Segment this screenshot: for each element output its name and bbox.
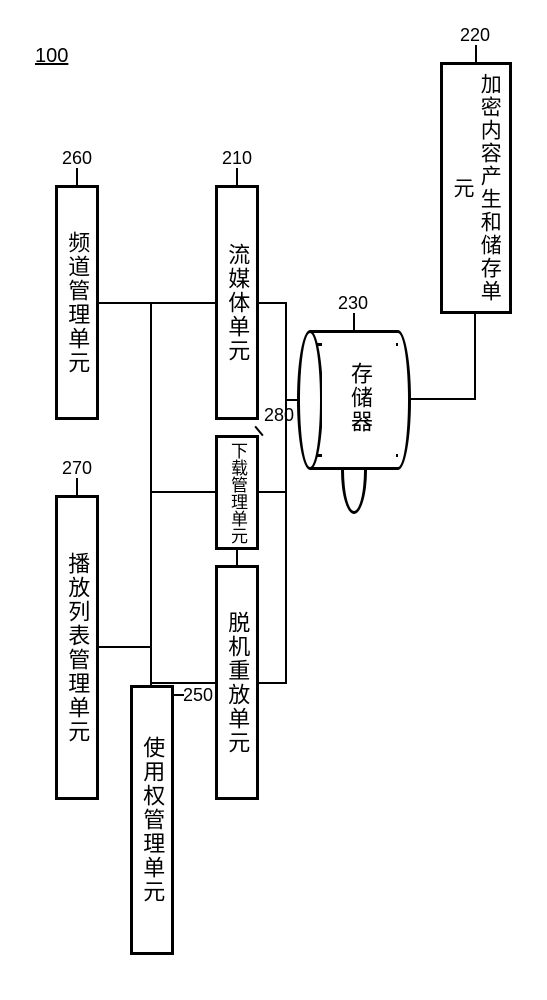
- node-offline-replay-unit: 脱机重放单元: [215, 565, 259, 800]
- cyl-top-line: [310, 330, 398, 333]
- figure-number: 100: [35, 45, 68, 68]
- node-label: 使用权管理单元: [138, 736, 167, 904]
- node-encrypt-store-unit: 加密内容产生和储存单元: [440, 62, 512, 314]
- node-label: 播放列表管理单元: [63, 552, 92, 744]
- node-label: 频道管理单元: [63, 231, 92, 375]
- ref-270: 270: [62, 458, 92, 479]
- edge-210-bus: [150, 302, 215, 304]
- node-label: 下载管理单元: [226, 442, 248, 544]
- ref-lead: [236, 548, 238, 565]
- ref-230: 230: [338, 293, 368, 314]
- node-rights-mgmt-unit: 使用权管理单元: [130, 685, 174, 955]
- edge-230-vtrunk: [285, 302, 287, 684]
- edge-280-bus: [150, 491, 215, 493]
- ref-280: 280: [264, 405, 294, 426]
- cyl-cap-left: [297, 330, 323, 470]
- node-streaming-unit: 流媒体单元: [215, 185, 259, 420]
- edge-bus-vertical: [150, 302, 152, 685]
- node-label: 加密内容产生和储存单元: [449, 65, 504, 311]
- ref-250: 250: [183, 685, 213, 706]
- node-label: 脱机重放单元: [223, 611, 252, 755]
- block-diagram: 100 流媒体单元 210 加密内容产生和储存单元 220 存储器 230 脱机…: [0, 0, 547, 1000]
- ref-220: 220: [460, 25, 490, 46]
- edge-230-210: [259, 302, 287, 304]
- node-playlist-mgmt-unit: 播放列表管理单元: [55, 495, 99, 800]
- edge-230-trunk: [285, 399, 299, 401]
- cyl-bot-line: [310, 467, 398, 470]
- ref-lead: [76, 478, 78, 495]
- ref-lead: [76, 168, 78, 185]
- node-download-mgmt-unit: 下载管理单元: [215, 435, 259, 550]
- node-label: 存储器: [344, 362, 376, 434]
- edge-230-240: [259, 682, 287, 684]
- ref-lead: [236, 168, 238, 185]
- edge-bus-260: [99, 302, 152, 304]
- ref-lead: [353, 313, 355, 330]
- edge-220-230: [409, 398, 476, 400]
- ref-lead: [174, 694, 184, 696]
- edge-220-230: [474, 314, 476, 399]
- edge-240-bus: [150, 682, 215, 684]
- node-channel-mgmt-unit: 频道管理单元: [55, 185, 99, 420]
- ref-260: 260: [62, 148, 92, 169]
- ref-lead: [475, 45, 477, 62]
- edge-230-280: [259, 491, 287, 493]
- ref-210: 210: [222, 148, 252, 169]
- node-label: 流媒体单元: [223, 243, 252, 363]
- edge-bus-270: [99, 646, 152, 648]
- node-storage-cylinder: 存储器: [310, 330, 398, 470]
